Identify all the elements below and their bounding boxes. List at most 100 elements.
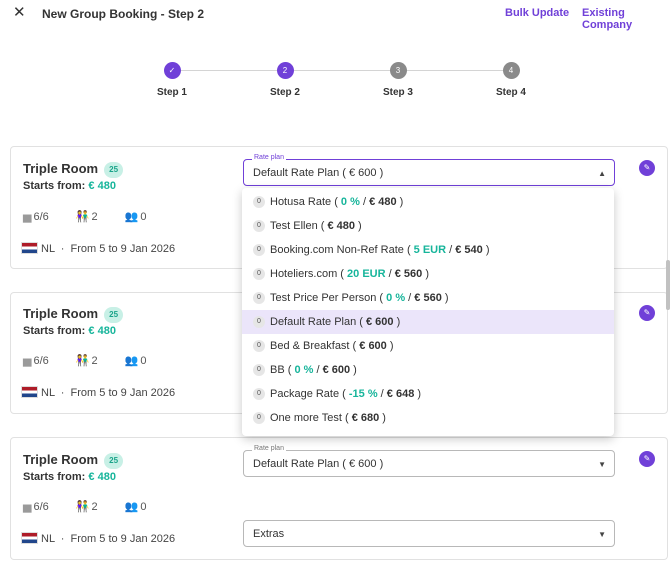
step-2[interactable]: 2 Step 2 — [255, 60, 315, 98]
rate-plan-option[interactable]: 0 One more Test ( € 680 ) — [242, 406, 614, 430]
occupancy-row: ▅ 6/6 👫 2 👥 0 — [23, 210, 171, 223]
room-name-text: Triple Room — [23, 306, 99, 321]
caret-down-icon: ▼ — [598, 530, 606, 539]
rate-plan-option[interactable]: 0 Default Rate Plan ( € 600 ) — [242, 310, 614, 334]
option-close-paren: ) — [482, 244, 490, 256]
scrollbar[interactable] — [666, 260, 670, 310]
step-connector — [180, 70, 280, 71]
page-title: New Group Booking - Step 2 — [42, 7, 205, 21]
option-count-badge: 0 — [253, 364, 265, 376]
country-code: NL — [41, 533, 55, 545]
option-price: € 648 — [386, 388, 415, 400]
option-separator: / — [446, 244, 456, 256]
option-price: € 680 — [351, 412, 380, 424]
option-name: Package Rate ( — [270, 388, 349, 400]
option-name: Hoteliers.com ( — [270, 268, 348, 280]
date-range: From 5 to 9 Jan 2026 — [70, 533, 176, 545]
children-icon: 👥 — [124, 501, 139, 513]
edit-icon[interactable]: ✎ — [639, 160, 655, 176]
step-4[interactable]: 4 Step 4 — [481, 60, 541, 98]
check-icon: ✓ — [163, 62, 181, 79]
option-count-badge: 0 — [253, 268, 265, 280]
step-1[interactable]: ✓ Step 1 — [142, 60, 202, 98]
occupancy-value: 6/6 — [33, 211, 49, 223]
option-name: Test Price Per Person ( — [270, 292, 387, 304]
step-connector — [407, 70, 506, 71]
close-icon[interactable]: ✕ — [13, 4, 26, 21]
existing-company-link[interactable]: Existing Company — [582, 7, 633, 31]
children-icon: 👥 — [124, 211, 139, 223]
step-number: 2 — [276, 62, 294, 79]
date-range: From 5 to 9 Jan 2026 — [70, 387, 176, 399]
option-price: € 600 — [359, 340, 387, 352]
rate-plan-option[interactable]: 0 Bed & Breakfast ( € 600 ) — [242, 334, 614, 358]
option-name: Booking.com Non-Ref Rate ( — [270, 244, 414, 256]
occupancy-row: ▅ 6/6 👫 2 👥 0 — [23, 500, 171, 513]
country-code: NL — [41, 243, 55, 255]
rate-plan-option[interactable]: 0 Booking.com Non-Ref Rate ( 5 EUR / € 54… — [242, 238, 614, 262]
rate-plan-option[interactable]: 0 Test Ellen ( € 480 ) — [242, 214, 614, 238]
starts-price: € 480 — [88, 325, 116, 337]
step-label: Step 3 — [382, 87, 413, 98]
option-name: Hotusa Rate ( — [270, 196, 341, 208]
header: ✕ New Group Booking - Step 2 Bulk Update… — [0, 0, 670, 31]
rate-plan-select[interactable]: Rate plan Default Rate Plan ( € 600 ) ▲ — [243, 154, 615, 186]
occupancy-value: 6/6 — [33, 355, 49, 367]
option-count-badge: 0 — [253, 316, 265, 328]
adults-value: 2 — [91, 211, 98, 223]
rate-plan-option[interactable]: 0 Package Rate ( -15 % / € 648 ) — [242, 382, 614, 406]
option-price: € 600 — [366, 316, 394, 328]
rate-plan-select[interactable]: Rate plan Default Rate Plan ( € 600 ) ▼ — [243, 445, 615, 477]
option-close-paren: ) — [379, 412, 386, 424]
option-count-badge: 0 — [253, 292, 265, 304]
nl-flag-icon — [21, 242, 38, 254]
bed-icon: ▅ — [23, 211, 32, 223]
starts-label: Starts from: — [23, 471, 86, 483]
adults-icon: 👫 — [75, 501, 90, 513]
room-name: Triple Room 25 — [23, 306, 124, 323]
option-price: € 600 — [322, 364, 351, 376]
step-3[interactable]: 3 Step 3 — [368, 60, 428, 98]
option-count-badge: 0 — [253, 340, 265, 352]
option-separator: / — [377, 388, 387, 400]
extras-select[interactable]: Extras ▼ — [243, 520, 615, 547]
rate-plan-option[interactable]: 0 Test Price Per Person ( 0 % / € 560 ) — [242, 286, 614, 310]
option-discount: 0 % — [294, 364, 314, 376]
step-label: Step 4 — [495, 87, 526, 98]
option-count-badge: 0 — [253, 196, 265, 208]
option-count-badge: 0 — [253, 220, 265, 232]
option-discount: 20 EUR — [347, 268, 386, 280]
step-connector — [294, 70, 393, 71]
children-value: 0 — [140, 211, 147, 223]
option-name: BB ( — [270, 364, 295, 376]
option-close-paren: ) — [355, 220, 362, 232]
rate-plan-option[interactable]: 0 Hoteliers.com ( 20 EUR / € 560 ) — [242, 262, 614, 286]
option-close-paren: ) — [414, 388, 422, 400]
room-name-text: Triple Room — [23, 161, 99, 176]
rate-plan-label: Rate plan — [252, 154, 286, 161]
rate-plan-option[interactable]: 0 Hotusa Rate ( 0 % / € 480 ) — [242, 190, 614, 214]
option-price: € 560 — [414, 292, 442, 304]
children-value: 0 — [140, 355, 147, 367]
step-number: 4 — [502, 62, 520, 79]
edit-icon[interactable]: ✎ — [639, 451, 655, 467]
rate-plan-label: Rate plan — [252, 445, 286, 452]
adults-value: 2 — [91, 501, 98, 513]
nl-flag-icon — [21, 386, 38, 398]
bulk-update-link[interactable]: Bulk Update — [505, 7, 570, 19]
option-price: € 480 — [369, 196, 397, 208]
starts-price: € 480 — [88, 180, 116, 192]
stepper: ✓ Step 1 2 Step 2 3 Step 3 4 Step 4 — [0, 60, 670, 110]
occupancy-row: ▅ 6/6 👫 2 👥 0 — [23, 354, 171, 367]
step-label: Step 1 — [156, 87, 187, 98]
option-close-paren: ) — [422, 268, 429, 280]
children-value: 0 — [140, 501, 147, 513]
option-separator: / — [385, 268, 395, 280]
option-price: € 560 — [394, 268, 423, 280]
caret-up-icon: ▲ — [598, 169, 606, 178]
option-separator: / — [405, 292, 415, 304]
rate-plan-option[interactable]: 0 BB ( 0 % / € 600 ) — [242, 358, 614, 382]
caret-down-icon: ▼ — [598, 460, 606, 469]
option-close-paren: ) — [350, 364, 357, 376]
edit-icon[interactable]: ✎ — [639, 305, 655, 321]
